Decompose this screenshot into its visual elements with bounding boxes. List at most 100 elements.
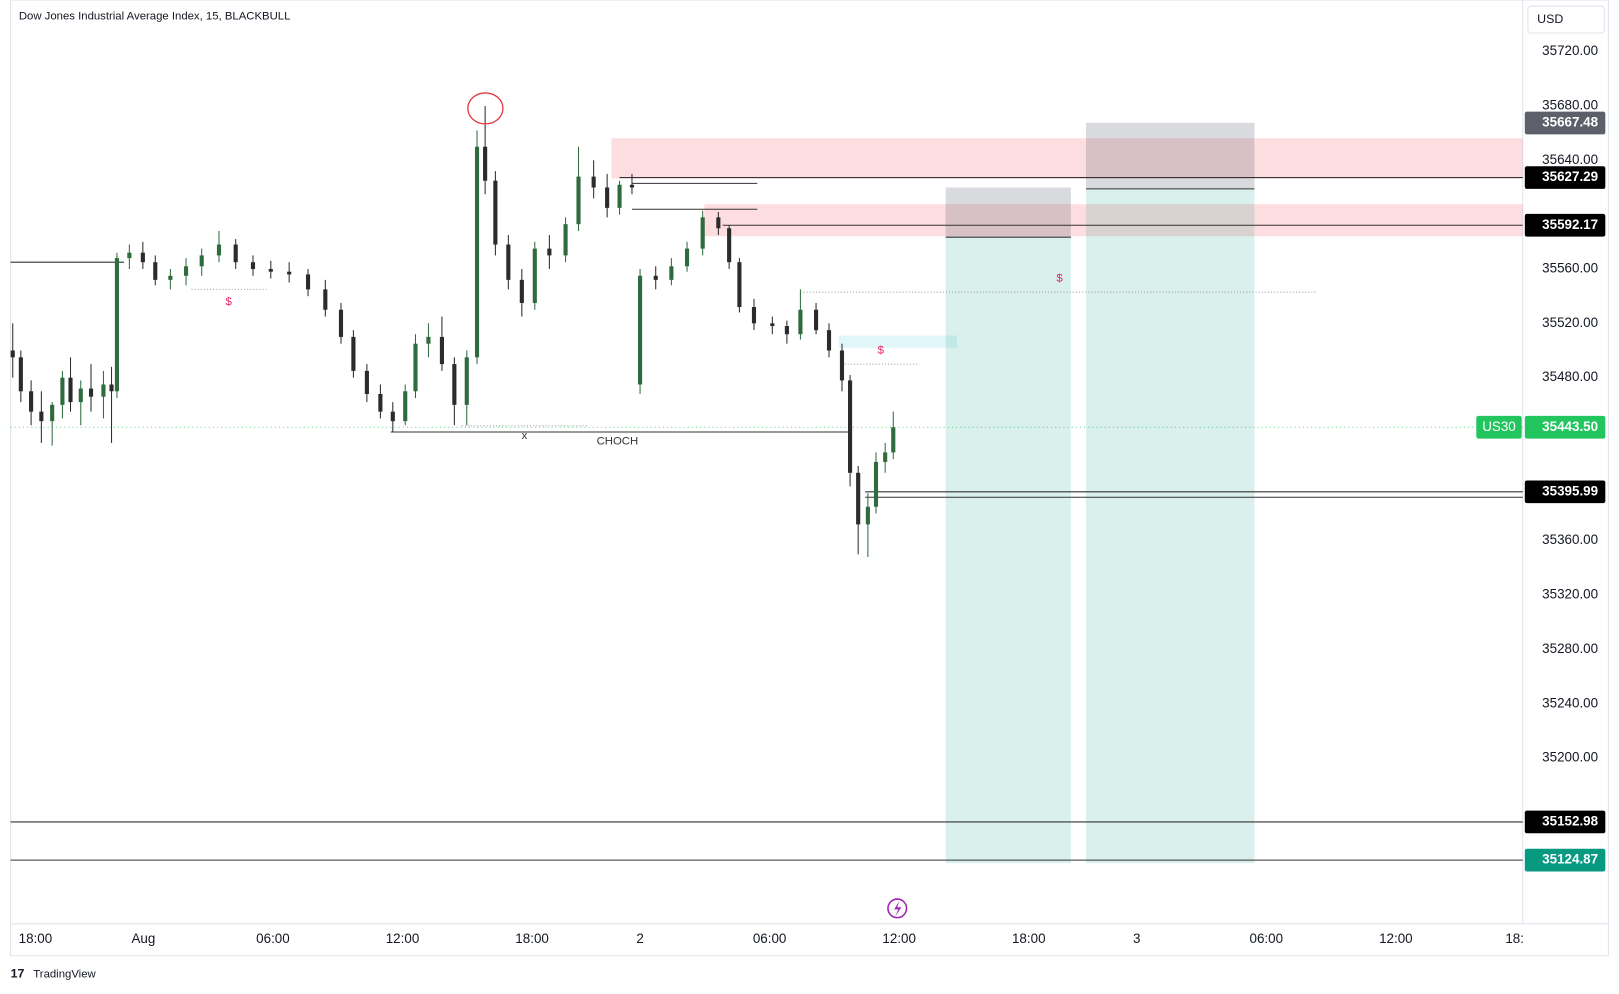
y-tick-label: 35480.00: [1542, 369, 1598, 384]
candle-body: [413, 343, 418, 392]
candle-body: [39, 411, 44, 422]
candle-body: [839, 350, 845, 381]
price-label: 35152.98: [1542, 813, 1598, 828]
x-tick-label: 3: [1133, 931, 1140, 946]
candle-body: [29, 391, 34, 412]
annotation: $: [878, 345, 885, 357]
candle-body: [101, 384, 106, 397]
zone: [704, 204, 1523, 237]
candle-body: [617, 184, 622, 208]
zone: [838, 335, 957, 348]
candle-body: [140, 252, 145, 263]
x-tick-label: 06:00: [753, 931, 787, 946]
currency-box[interactable]: [1527, 5, 1605, 34]
brand: TradingView: [33, 968, 96, 980]
candle-body: [114, 258, 120, 392]
candle-body: [168, 275, 173, 280]
candle-body: [848, 380, 853, 473]
candle-body: [351, 336, 356, 371]
candle-body: [798, 309, 803, 335]
candle-body: [591, 176, 596, 188]
candle-body: [751, 307, 757, 324]
candle-body: [378, 393, 383, 412]
candle-body: [199, 255, 204, 267]
candle-body: [233, 244, 238, 263]
candle-body: [506, 244, 511, 280]
price-label-box: [1524, 111, 1606, 135]
price-label-box: [1524, 848, 1606, 872]
candle-body: [60, 377, 65, 405]
candle-body: [493, 180, 498, 245]
event-bolt: [894, 901, 902, 917]
candle-body: [78, 388, 83, 403]
candle-body: [873, 461, 879, 507]
candle-body: [452, 364, 457, 405]
x-tick-label: 06:00: [1250, 931, 1284, 946]
candle-body: [426, 336, 431, 344]
x-tick-label: 18:00: [515, 931, 549, 946]
candle-body: [183, 266, 189, 276]
y-tick-label: 35640.00: [1542, 152, 1598, 167]
candle-body: [68, 377, 73, 403]
price-label-box: [1524, 166, 1606, 189]
x-tick-label: 18:: [1505, 931, 1524, 946]
candle-body: [700, 217, 705, 249]
candle-body: [547, 248, 552, 256]
currency: USD: [1537, 12, 1563, 26]
x-tick-label: 12:00: [882, 931, 916, 946]
candle-body: [216, 244, 222, 256]
last-price-label: 35443.50: [1542, 419, 1598, 434]
candle-body: [684, 248, 690, 267]
price-label-box: [1524, 810, 1606, 834]
price-label-box: [1524, 480, 1606, 504]
annotation: $: [1056, 273, 1063, 285]
candle-body: [474, 146, 480, 358]
candle-body: [883, 452, 888, 462]
candle-body: [813, 309, 819, 331]
candle-body: [250, 262, 256, 269]
candle-body: [50, 404, 55, 422]
y-tick-label: 35360.00: [1542, 532, 1598, 547]
candle-body: [669, 266, 674, 280]
annotation: CHOCH: [597, 436, 639, 448]
candle-body: [127, 252, 132, 259]
candle-body: [716, 217, 721, 229]
price-label: 35667.48: [1542, 115, 1598, 130]
symbol-label: US30: [1482, 419, 1516, 434]
candle-body: [10, 350, 15, 358]
y-tick-label: 35520.00: [1542, 315, 1598, 330]
x-tick-label: 12:00: [386, 931, 420, 946]
candle-body: [364, 370, 369, 394]
y-tick-label: 35680.00: [1542, 98, 1598, 113]
x-tick-label: 18:00: [1012, 931, 1046, 946]
symbol-box: [1476, 415, 1522, 439]
price-label-box: [1524, 213, 1606, 237]
candle-body: [727, 228, 732, 263]
price-label: 35592.17: [1542, 217, 1598, 232]
candle-body: [338, 309, 344, 337]
zones: [611, 122, 1523, 864]
candle-body: [109, 384, 114, 392]
x-tick-label: 18:00: [19, 931, 53, 946]
zone: [1085, 188, 1255, 864]
event-icon[interactable]: [887, 898, 908, 919]
candle-body: [305, 274, 311, 290]
zone: [945, 237, 1071, 864]
candle-body: [891, 427, 896, 453]
brand-logo: 17: [11, 967, 25, 981]
annotation: $: [226, 296, 233, 308]
x-tick-label: Aug: [131, 931, 155, 946]
candle-body: [576, 176, 581, 225]
y-tick-label: 35560.00: [1542, 261, 1598, 276]
x-tick-label: 12:00: [1379, 931, 1413, 946]
y-tick-label: 35200.00: [1542, 750, 1598, 765]
y-tick-label: 35320.00: [1542, 587, 1598, 602]
candle-body: [390, 411, 395, 422]
candle-body: [88, 388, 94, 397]
candle-body: [439, 336, 445, 365]
price-label: 35627.29: [1542, 169, 1598, 184]
y-tick-label: 35720.00: [1542, 43, 1598, 58]
candle-body: [784, 326, 789, 335]
candle-body: [563, 224, 568, 256]
